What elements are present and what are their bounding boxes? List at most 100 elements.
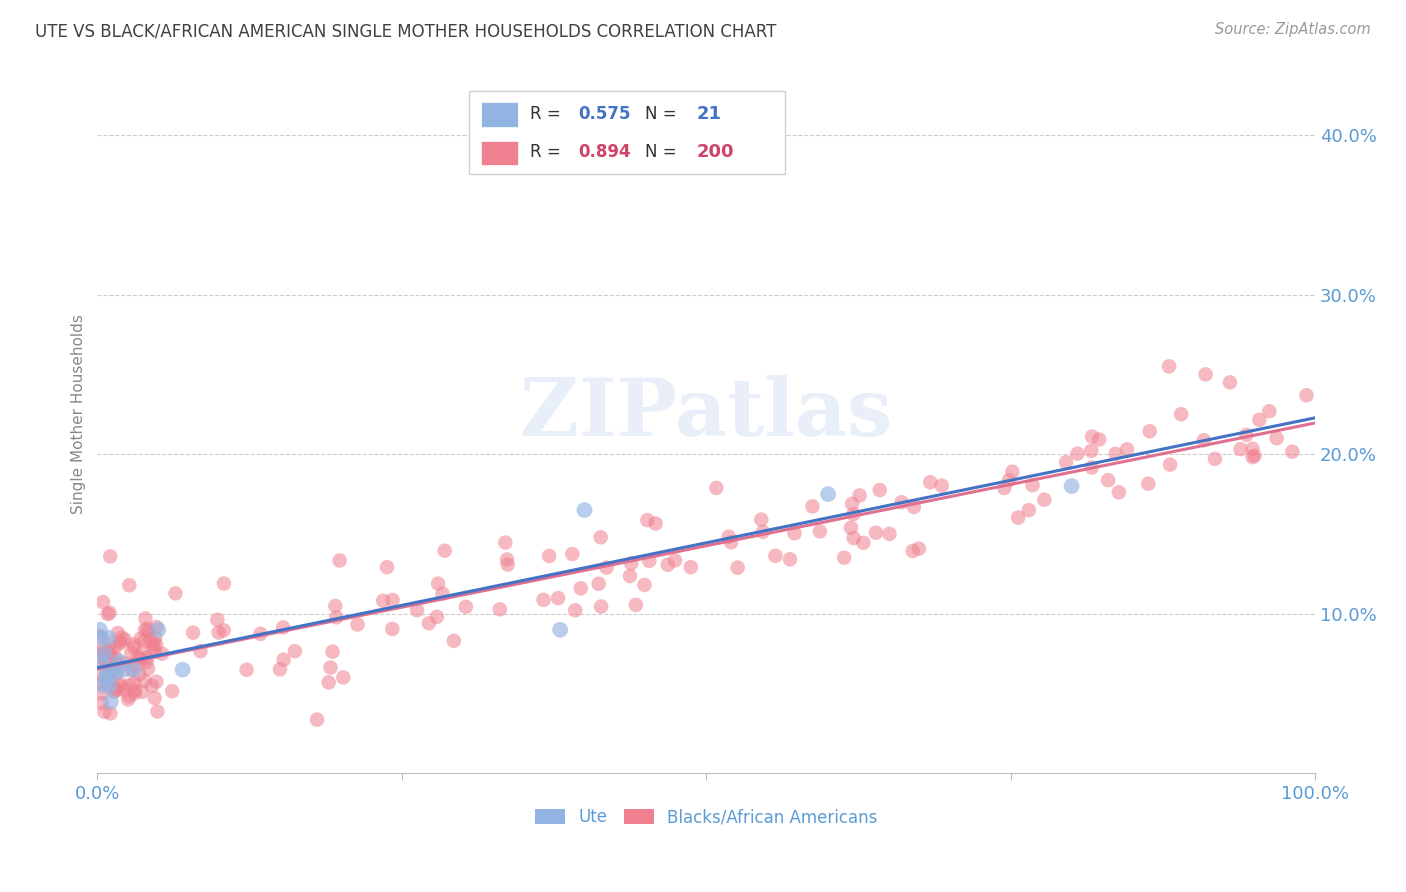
Point xyxy=(98,549,121,564)
Point xyxy=(1295,388,1317,402)
Point xyxy=(136,622,159,636)
Point xyxy=(433,543,456,558)
Point xyxy=(94,655,117,669)
Point xyxy=(105,651,128,665)
Point xyxy=(124,683,146,698)
Point xyxy=(98,644,121,658)
Point xyxy=(148,623,170,637)
Point xyxy=(561,547,583,561)
Point xyxy=(118,578,141,592)
Point xyxy=(190,644,212,658)
Point xyxy=(93,647,115,661)
Point xyxy=(329,553,352,567)
Point xyxy=(142,637,165,651)
Point xyxy=(679,560,702,574)
Point xyxy=(122,640,145,655)
Point xyxy=(93,679,115,693)
Point xyxy=(112,682,135,697)
Point xyxy=(145,638,167,652)
Point xyxy=(931,478,953,492)
Text: ZIPatlas: ZIPatlas xyxy=(520,376,893,453)
Point xyxy=(589,530,612,544)
Point xyxy=(998,473,1021,487)
Point xyxy=(1159,458,1181,472)
Point xyxy=(207,625,229,640)
FancyBboxPatch shape xyxy=(481,141,517,165)
Point xyxy=(117,692,139,706)
Point xyxy=(1258,404,1281,418)
Point xyxy=(1281,444,1303,458)
Point xyxy=(1219,376,1241,390)
Point xyxy=(879,526,901,541)
Point xyxy=(869,483,891,497)
Point xyxy=(94,671,117,685)
Point xyxy=(94,655,117,669)
Point xyxy=(1088,433,1111,447)
Text: N =: N = xyxy=(645,105,682,123)
Point xyxy=(346,617,368,632)
Point xyxy=(839,521,862,535)
Point xyxy=(141,679,163,693)
Point xyxy=(852,536,875,550)
Point xyxy=(1265,431,1288,445)
Text: 200: 200 xyxy=(696,144,734,161)
Point xyxy=(91,642,114,657)
Point xyxy=(1081,429,1104,443)
Legend: Ute, Blacks/African Americans: Ute, Blacks/African Americans xyxy=(534,808,877,826)
Text: 0.575: 0.575 xyxy=(578,105,631,123)
Point xyxy=(993,481,1015,495)
Point xyxy=(808,524,831,539)
Point xyxy=(129,652,152,666)
Text: 0.894: 0.894 xyxy=(578,144,631,161)
Point xyxy=(432,587,454,601)
Point xyxy=(406,603,429,617)
Point xyxy=(110,677,132,691)
Point xyxy=(533,592,555,607)
Point xyxy=(1033,492,1056,507)
Point xyxy=(496,558,519,572)
Point xyxy=(96,674,118,689)
Point xyxy=(1137,476,1160,491)
Point xyxy=(865,525,887,540)
Point xyxy=(720,535,742,549)
Point xyxy=(96,667,118,681)
Point xyxy=(87,676,110,690)
Point xyxy=(212,576,235,591)
Point xyxy=(134,611,156,625)
Point xyxy=(832,550,855,565)
Point xyxy=(1241,442,1264,456)
Point xyxy=(332,670,354,684)
Point xyxy=(118,689,141,703)
Point xyxy=(1021,478,1043,492)
Point xyxy=(633,578,655,592)
Point xyxy=(100,695,122,709)
Point xyxy=(143,631,166,645)
Point xyxy=(134,673,156,688)
Point xyxy=(143,645,166,659)
Point xyxy=(817,487,839,501)
FancyBboxPatch shape xyxy=(468,91,786,174)
Point xyxy=(454,599,477,614)
Point xyxy=(104,665,127,680)
Point xyxy=(100,667,122,681)
Point xyxy=(381,622,404,636)
Point xyxy=(142,640,165,655)
Point xyxy=(574,503,596,517)
Point xyxy=(619,569,641,583)
Point xyxy=(112,663,135,677)
Point xyxy=(1097,473,1119,487)
Point xyxy=(322,645,344,659)
Point xyxy=(325,610,347,624)
Point xyxy=(496,552,519,566)
Point xyxy=(97,647,120,661)
Point xyxy=(100,648,122,662)
Point xyxy=(547,591,569,606)
Point xyxy=(128,667,150,681)
Point xyxy=(325,599,347,613)
Point xyxy=(104,640,127,655)
Point xyxy=(124,676,146,690)
Point xyxy=(569,582,592,596)
Point xyxy=(96,651,118,665)
Point xyxy=(134,633,156,648)
Point xyxy=(801,500,824,514)
